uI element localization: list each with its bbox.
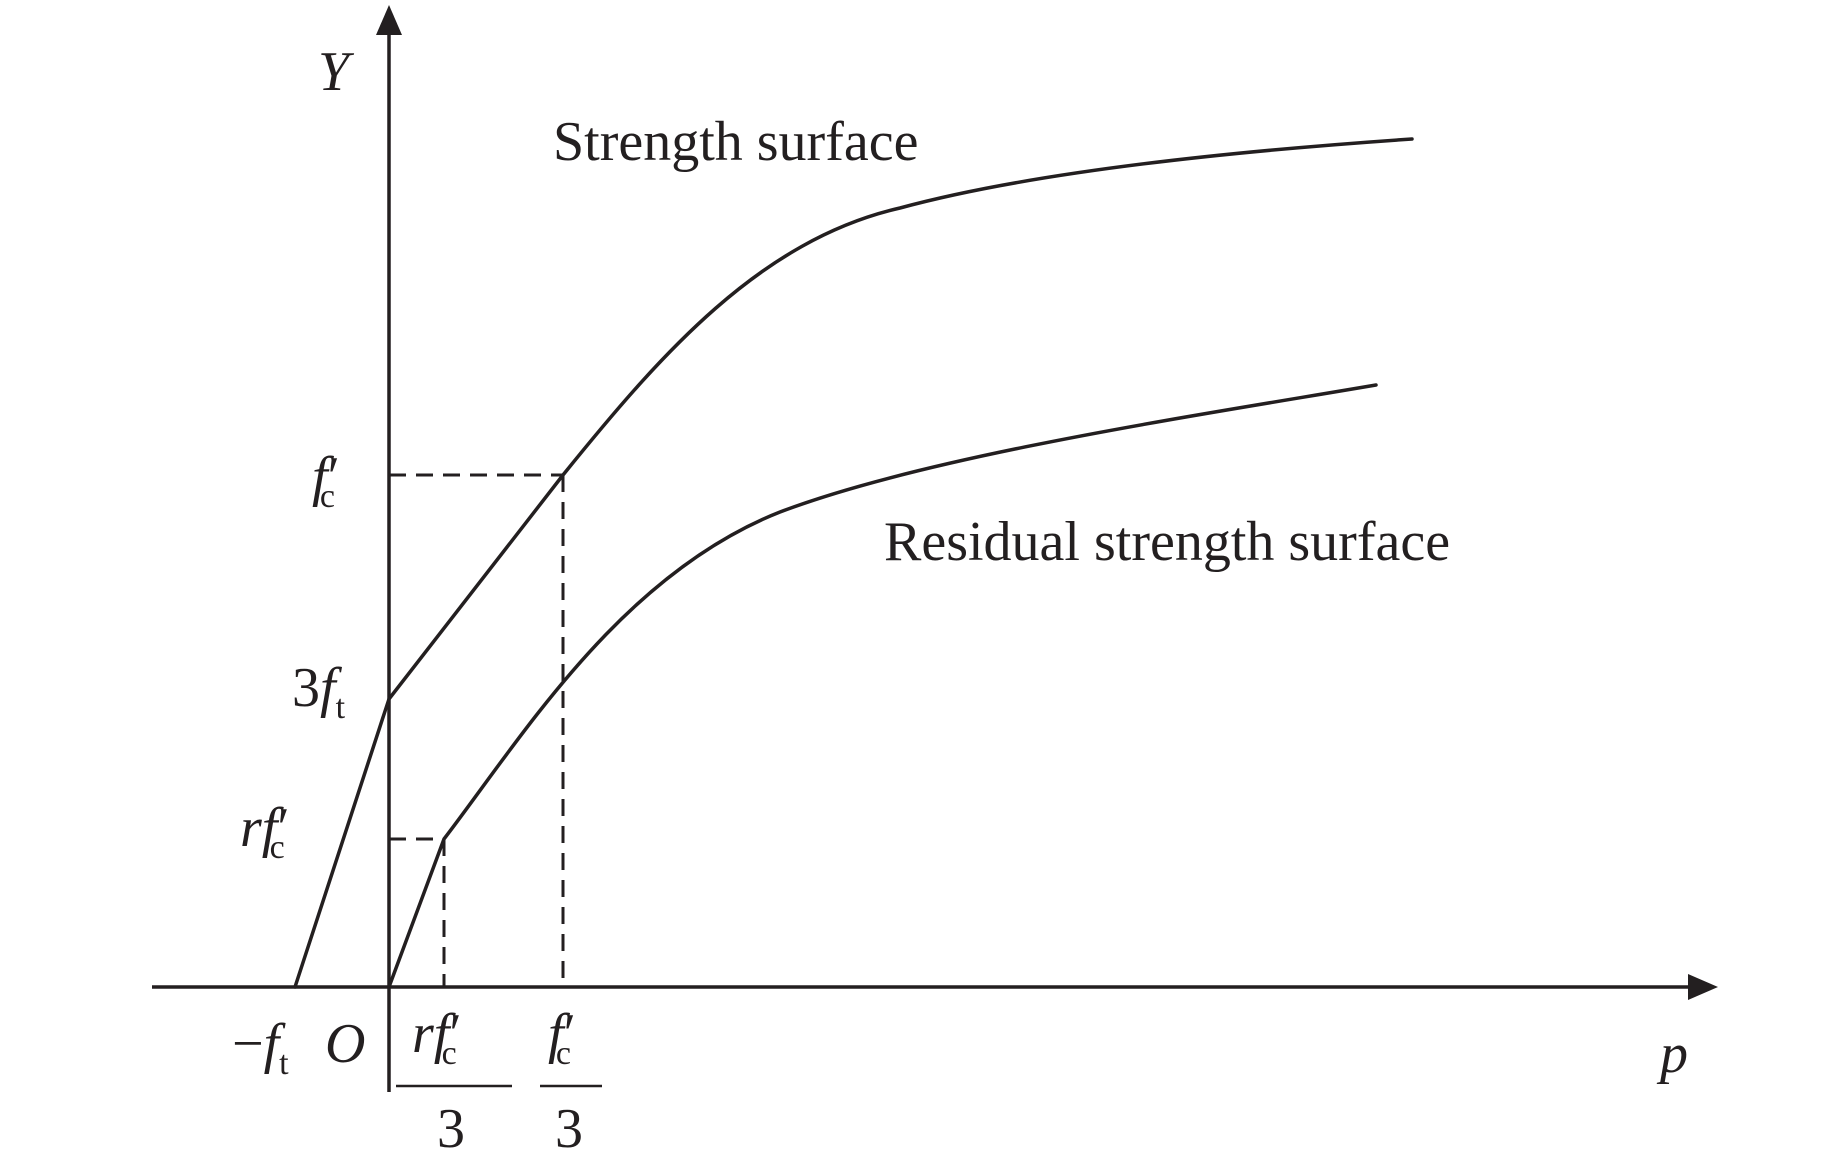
strength-surface-curve [293, 137, 1414, 989]
y-axis-label: Y [318, 41, 355, 103]
x-tick-fc-over-3: f′c 3 [540, 1003, 602, 1157]
x-tick-rfc-over-3-numerator: rf′c [412, 1003, 462, 1072]
strength-surface-label: Strength surface [553, 111, 918, 173]
y-tick-rfc: rf′c [240, 797, 290, 866]
x-tick-fc-over-3-numerator: f′c [548, 1003, 576, 1072]
y-tick-3ft: 3ft [292, 657, 346, 726]
x-tick-fc-over-3-denominator: 3 [555, 1098, 583, 1157]
residual-strength-surface-label: Residual strength surface [884, 511, 1450, 573]
y-tick-fc: f′c [312, 446, 340, 515]
x-tick-rfc-over-3-denominator: 3 [437, 1098, 465, 1157]
origin-label: O [325, 1013, 365, 1075]
x-tick-rfc-over-3: rf′c 3 [396, 1003, 512, 1157]
x-tick-neg-ft: −ft [232, 1013, 289, 1082]
y-axis-arrowhead [376, 5, 402, 35]
x-axis-arrowhead [1688, 974, 1718, 1000]
x-axis-label: p [1656, 1023, 1688, 1085]
residual-strength-surface-curve [387, 383, 1378, 989]
